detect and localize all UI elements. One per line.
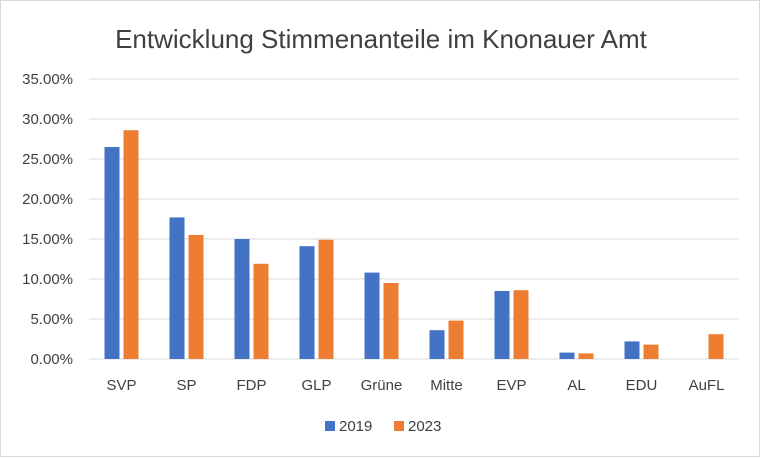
x-category-label: Mitte (430, 377, 463, 394)
legend: 2019 2023 (325, 418, 441, 435)
bar-2019-edu (624, 341, 640, 359)
bar-2023-grüne (383, 283, 399, 359)
x-category-label: EDU (626, 377, 658, 394)
legend-label-2019: 2019 (339, 418, 372, 435)
bar-2019-grüne (364, 272, 380, 359)
x-category-label: AuFL (689, 377, 725, 394)
chart-title: Entwicklung Stimmenanteile im Knonauer A… (115, 24, 648, 54)
bar-2023-glp (318, 239, 334, 359)
legend-swatch-2019 (325, 421, 335, 431)
bar-2019-sp (169, 217, 185, 359)
y-axis-ticks: 0.00% 5.00% 10.00% 15.00% 20.00% 25.00% 30.00%… (22, 71, 73, 368)
bar-2019-evp (494, 291, 510, 359)
x-category-label: GLP (301, 377, 331, 394)
x-category-label: FDP (237, 377, 267, 394)
x-category-label: Grüne (361, 377, 403, 394)
y-tick-label: 35.00% (22, 71, 73, 88)
x-category-label: AL (567, 377, 585, 394)
bar-2019-al (559, 352, 575, 359)
legend-label-2023: 2023 (408, 418, 441, 435)
bar-2023-evp (513, 290, 529, 359)
y-tick-label: 10.00% (22, 271, 73, 288)
x-category-label: SP (176, 377, 196, 394)
x-axis-categories: SVP SP FDP GLP Grüne Mitte EVP AL EDU AuFL (106, 377, 724, 394)
bar-2019-mitte (429, 330, 445, 359)
bar-2023-sp (188, 235, 204, 359)
bar-2023-svp (123, 130, 139, 359)
legend-swatch-2023 (394, 421, 404, 431)
bar-2019-svp (104, 147, 120, 359)
x-category-label: EVP (496, 377, 526, 394)
y-tick-label: 25.00% (22, 151, 73, 168)
bar-2023-edu (643, 344, 659, 359)
y-tick-label: 20.00% (22, 191, 73, 208)
bar-2023-al (578, 353, 594, 359)
y-tick-label: 5.00% (30, 311, 73, 328)
bar-2023-mitte (448, 320, 464, 359)
bars (104, 130, 724, 359)
gridlines (89, 78, 739, 360)
bar-2019-glp (299, 246, 315, 359)
y-tick-label: 0.00% (30, 351, 73, 368)
y-tick-label: 30.00% (22, 111, 73, 128)
y-tick-label: 15.00% (22, 231, 73, 248)
bar-2023-aufl (708, 334, 724, 359)
bar-2023-fdp (253, 263, 269, 359)
bar-2019-fdp (234, 239, 250, 359)
x-category-label: SVP (106, 377, 136, 394)
